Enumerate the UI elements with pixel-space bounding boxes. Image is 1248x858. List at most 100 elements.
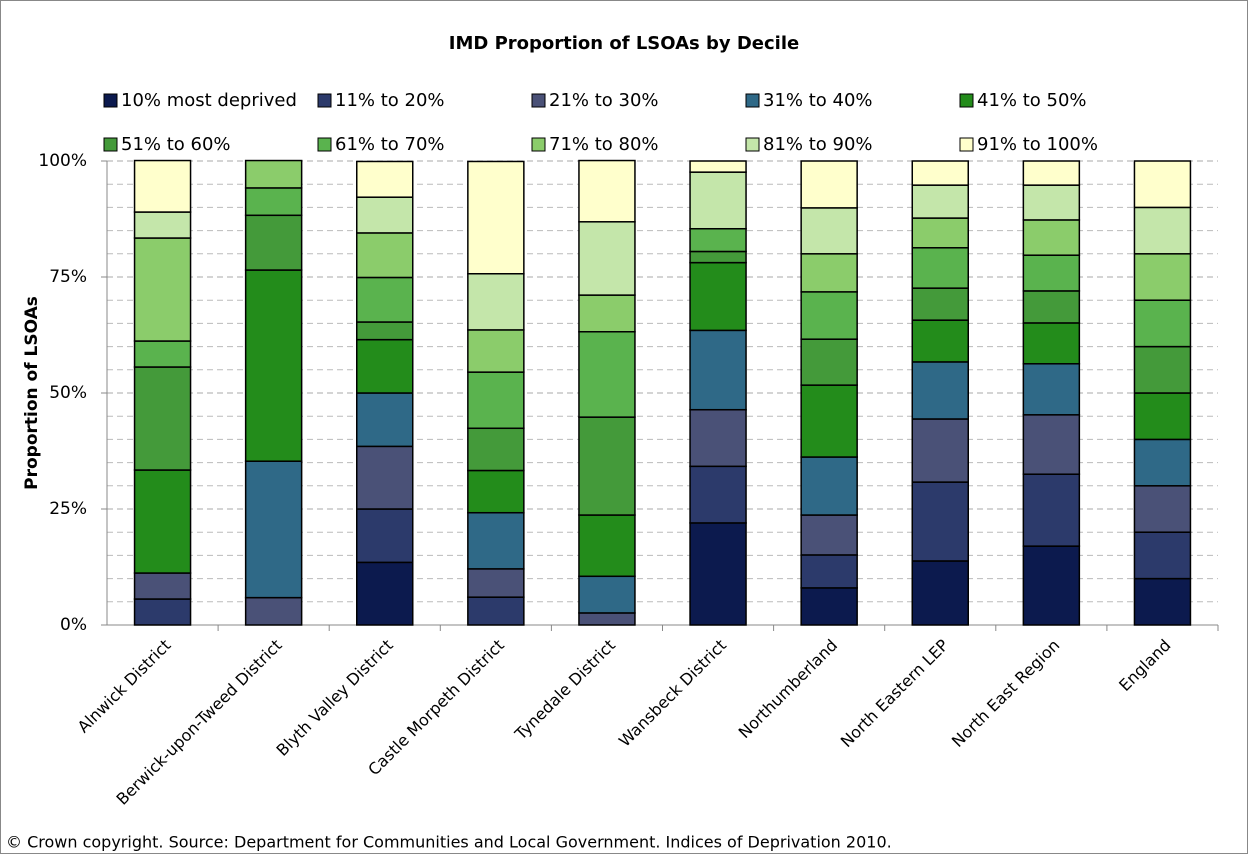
bar-segment — [1022, 414, 1081, 475]
legend-swatch — [103, 93, 118, 108]
bar-segment — [133, 366, 192, 471]
bar-segment — [1133, 531, 1192, 580]
bar-segment — [689, 329, 747, 411]
legend-label: 31% to 40% — [763, 90, 873, 111]
bar-segment — [911, 184, 969, 219]
bar-segment — [244, 269, 303, 462]
bar-segment — [1022, 184, 1081, 221]
bar-segment — [133, 159, 192, 213]
bar-segment — [1133, 392, 1192, 441]
y-tick-label: 50% — [49, 383, 87, 403]
bar-segment — [800, 338, 858, 386]
y-tick-label: 0% — [60, 615, 87, 635]
bar-segment — [1133, 253, 1192, 301]
bar-segment — [467, 273, 525, 331]
bar-segment — [911, 247, 969, 289]
bar-segment — [689, 261, 747, 332]
legend-label: 41% to 50% — [977, 90, 1087, 111]
bar-segment — [1022, 545, 1081, 626]
bar-segment — [244, 159, 303, 189]
bar-segment — [356, 561, 414, 626]
bar-segment — [578, 575, 636, 614]
bar-segment — [911, 560, 969, 626]
bar-segment — [1133, 299, 1192, 348]
bar-segment — [356, 392, 414, 448]
bar-segment — [467, 469, 525, 514]
chart-title: IMD Proportion of LSOAs by Decile — [449, 33, 799, 54]
bar-segment — [467, 568, 525, 598]
bar-segment — [911, 418, 969, 483]
bar-segment — [1022, 473, 1081, 547]
bar-segment — [1133, 438, 1192, 487]
bar-segment — [800, 554, 858, 589]
bar-segment — [689, 465, 747, 524]
bar-segment — [356, 445, 414, 510]
bar-segment — [578, 159, 636, 223]
bar-segment — [467, 329, 525, 373]
bar-segment — [1133, 485, 1192, 533]
bar-segment — [467, 427, 525, 472]
legend-label: 51% to 60% — [121, 134, 231, 155]
bar-segment — [244, 460, 303, 599]
bar-segment — [244, 596, 303, 626]
bar-segment — [578, 514, 636, 578]
bar-segment — [911, 287, 969, 321]
bar-segment — [356, 276, 414, 323]
bar-segment — [356, 160, 414, 198]
bar-segment — [1022, 254, 1081, 292]
bar-segment — [1022, 219, 1081, 256]
bar-segment — [578, 416, 636, 516]
bar-segment — [689, 171, 747, 230]
bar-segment — [689, 522, 747, 626]
bar-segment — [467, 511, 525, 570]
legend-swatch — [317, 137, 332, 152]
bar-segment — [1022, 160, 1081, 186]
bar-segment — [800, 207, 858, 255]
legend-swatch — [959, 93, 974, 108]
source-note: © Crown copyright. Source: Department fo… — [6, 833, 892, 852]
bar-segment — [1022, 322, 1081, 365]
bar-segment — [800, 160, 858, 209]
legend-swatch — [103, 137, 118, 152]
legend-label: 11% to 20% — [335, 90, 445, 111]
legend-swatch — [531, 93, 546, 108]
bar-segment — [244, 187, 303, 217]
bar-segment — [911, 361, 969, 420]
bar-segment — [578, 331, 636, 418]
y-tick-label: 75% — [49, 267, 87, 287]
bar-segment — [1133, 160, 1192, 209]
bar-segment — [1133, 577, 1192, 626]
y-axis-title: Proportion of LSOAs — [22, 296, 42, 490]
legend-label: 81% to 90% — [763, 134, 873, 155]
bar-segment — [578, 294, 636, 333]
bar-segment — [800, 384, 858, 458]
bar-segment — [800, 253, 858, 293]
bar-segment — [133, 211, 192, 239]
bar-segment — [356, 508, 414, 564]
bar-segment — [356, 338, 414, 394]
bar-segment — [356, 196, 414, 234]
bar-segment — [1133, 345, 1192, 394]
bar-segment — [356, 232, 414, 279]
bar-segment — [911, 481, 969, 562]
y-tick-label: 100% — [38, 151, 87, 171]
bar-segment — [133, 598, 192, 626]
bar-segment — [467, 160, 525, 275]
bar-segment — [133, 237, 192, 342]
bar-segment — [911, 160, 969, 186]
legend-label: 71% to 80% — [549, 134, 659, 155]
bar-segment — [467, 371, 525, 430]
legend-label: 21% to 30% — [549, 90, 659, 111]
bar-segment — [1022, 363, 1081, 416]
legend-label: 61% to 70% — [335, 134, 445, 155]
bar-segment — [1133, 206, 1192, 255]
bar-segment — [800, 456, 858, 516]
bar-segment — [911, 217, 969, 249]
bar-segment — [356, 321, 414, 341]
bar-segment — [1022, 290, 1081, 324]
legend-label: 10% most deprived — [121, 90, 297, 111]
y-tick-label: 25% — [49, 499, 87, 519]
bar-segment — [800, 514, 858, 556]
legend-swatch — [317, 93, 332, 108]
